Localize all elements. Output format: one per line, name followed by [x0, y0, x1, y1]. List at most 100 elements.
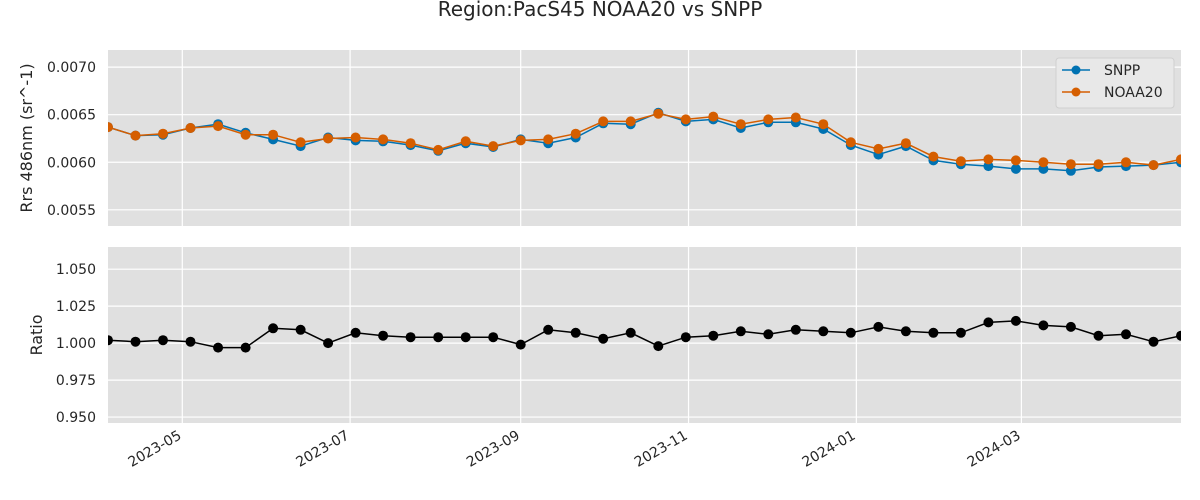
y-tick-label: 0.950: [56, 410, 96, 426]
noaa20-point: [295, 137, 306, 148]
legend-snpp-marker: [1071, 65, 1081, 75]
ratio-point: [350, 327, 361, 338]
noaa20-point: [653, 108, 664, 119]
ratio-point: [268, 323, 279, 334]
noaa20-point: [488, 141, 499, 152]
ratio-y-tick-labels: 0.950 0.975 1.000 1.025 1.050: [56, 262, 96, 426]
noaa20-point: [1065, 159, 1076, 170]
noaa20-point: [900, 138, 911, 149]
noaa20-point: [460, 136, 471, 147]
ratio-point: [130, 336, 141, 347]
ratio-point: [653, 341, 664, 352]
rrs-panel: 0.0055 0.0060 0.0065 0.0070 Rrs 486nm (sr^-…: [17, 50, 1181, 226]
noaa20-point: [1010, 155, 1021, 166]
noaa20-point: [790, 112, 801, 123]
noaa20-point: [873, 143, 884, 154]
ratio-point: [928, 327, 939, 338]
legend-snpp-label: SNPP: [1104, 63, 1140, 79]
rrs-y-tick-labels: 0.0055 0.0060 0.0065 0.0070: [47, 60, 96, 219]
x-tick-label: 2024-03: [965, 428, 1024, 471]
noaa20-point: [1148, 160, 1159, 171]
ratio-plot-background: [108, 247, 1181, 423]
ratio-point: [515, 339, 526, 350]
noaa20-point: [845, 137, 856, 148]
y-tick-label: 1.050: [56, 262, 96, 278]
noaa20-point: [625, 116, 636, 127]
rrs-grid: [108, 50, 1181, 226]
ratio-series-group: [108, 315, 1181, 353]
ratio-point: [1121, 329, 1131, 340]
y-tick-label: 1.000: [56, 336, 96, 352]
noaa20-point: [350, 132, 361, 143]
rrs-series-group: [108, 107, 1181, 176]
ratio-point: [900, 326, 911, 337]
legend: SNPP NOAA20: [1055, 57, 1175, 109]
ratio-point: [158, 335, 168, 346]
noaa20-point: [158, 128, 168, 139]
legend-noaa20-label: NOAA20: [1104, 85, 1163, 101]
noaa20-point: [1121, 157, 1131, 168]
legend-noaa20-marker: [1071, 87, 1081, 97]
noaa20-point: [543, 134, 554, 145]
ratio-point: [378, 330, 389, 341]
noaa20-point: [433, 144, 444, 155]
y-tick-label: 0.0060: [47, 155, 96, 171]
y-tick-label: 0.0070: [47, 60, 96, 76]
y-tick-label: 0.975: [56, 373, 96, 389]
ratio-point: [570, 327, 581, 338]
x-tick-label: 2023-11: [632, 428, 691, 471]
noaa20-point: [818, 119, 829, 130]
noaa20-point: [130, 130, 141, 141]
ratio-series: [108, 315, 1181, 353]
y-tick-label: 1.025: [56, 299, 96, 315]
noaa20-point: [1176, 154, 1181, 165]
ratio-point: [108, 335, 113, 346]
ratio-point: [460, 332, 471, 343]
rrs-y-axis-label: Rrs 486nm (sr^-1): [17, 63, 36, 212]
ratio-point: [213, 342, 224, 353]
ratio-point: [790, 324, 801, 335]
noaa20-point: [268, 129, 279, 140]
ratio-point: [955, 327, 966, 338]
ratio-point: [488, 332, 499, 343]
noaa20-point: [1093, 159, 1104, 170]
noaa20-point: [928, 151, 939, 162]
noaa20-point: [763, 114, 774, 125]
ratio-grid: [108, 247, 1181, 423]
ratio-panel: 0.950 0.975 1.000 1.025 1.050 Ratio: [27, 247, 1181, 426]
ratio-y-axis-label: Ratio: [27, 314, 46, 355]
y-tick-label: 0.0055: [47, 203, 96, 219]
noaa20-point: [515, 135, 526, 146]
x-tick-label: 2023-05: [126, 428, 185, 471]
ratio-point: [240, 342, 251, 353]
ratio-point: [983, 317, 994, 328]
noaa20-point: [185, 123, 196, 133]
ratio-point: [1038, 320, 1049, 331]
ratio-point: [598, 333, 609, 344]
y-tick-label: 0.0065: [47, 108, 96, 124]
noaa20-point: [708, 111, 719, 122]
ratio-point: [1176, 330, 1181, 341]
noaa20-point: [405, 138, 416, 149]
ratio-point: [1065, 321, 1076, 332]
ratio-point: [433, 332, 444, 343]
ratio-point: [185, 336, 196, 347]
ratio-point: [543, 324, 554, 335]
ratio-point: [763, 329, 774, 340]
ratio-point: [735, 326, 746, 337]
ratio-point: [845, 327, 856, 338]
chart-title: Region:PacS45 NOAA20 vs SNPP: [438, 0, 763, 21]
x-tick-label: 2023-09: [464, 428, 523, 471]
ratio-point: [708, 330, 719, 341]
noaa20-point: [240, 129, 251, 140]
ratio-point: [1148, 336, 1159, 347]
noaa20-point: [1038, 157, 1049, 168]
noaa20-point: [955, 156, 966, 167]
ratio-point: [1010, 315, 1021, 326]
noaa20-point: [598, 116, 609, 127]
noaa20-point: [378, 134, 389, 145]
noaa20-point: [213, 121, 224, 132]
noaa20-point: [108, 122, 113, 133]
ratio-point: [1093, 330, 1104, 341]
